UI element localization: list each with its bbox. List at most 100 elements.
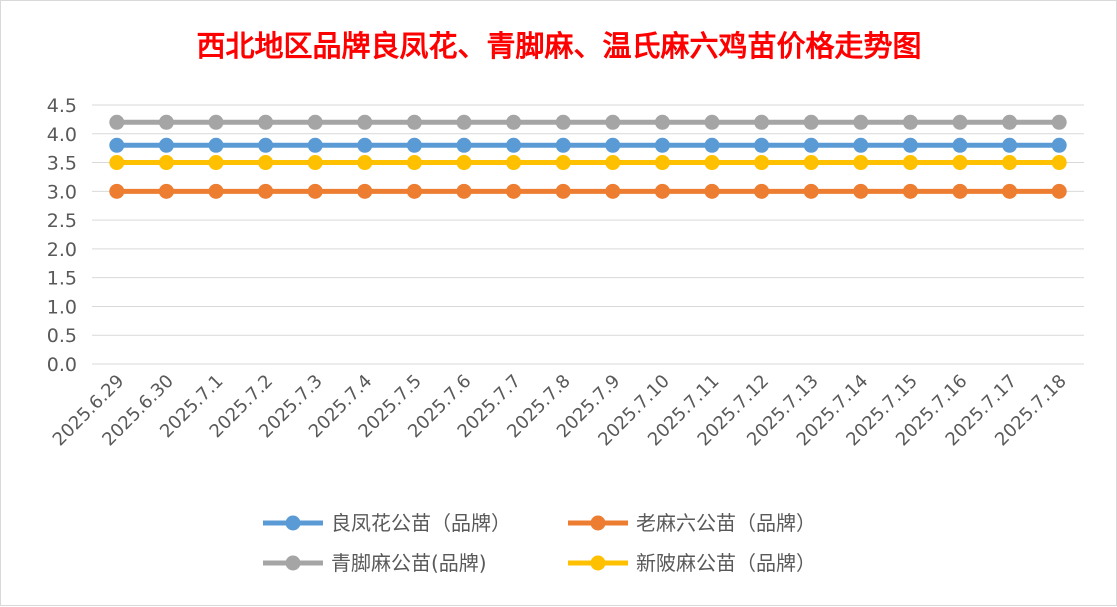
legend-item: 老麻六公苗（品牌） xyxy=(568,511,816,535)
data-point xyxy=(952,155,968,171)
legend-item: 良凤花公苗（品牌） xyxy=(263,511,511,535)
data-point xyxy=(1002,155,1018,171)
legend-swatch-marker xyxy=(285,555,301,571)
data-point xyxy=(654,155,670,171)
data-point xyxy=(158,183,174,199)
data-point xyxy=(952,114,968,130)
data-point xyxy=(654,137,670,153)
data-point xyxy=(456,155,472,171)
data-point xyxy=(754,155,770,171)
data-point xyxy=(506,137,522,153)
data-point xyxy=(307,137,323,153)
data-point xyxy=(1051,114,1067,130)
data-point xyxy=(605,114,621,130)
y-tick-label: 3.0 xyxy=(47,181,77,203)
data-point xyxy=(258,183,274,199)
data-point xyxy=(406,183,422,199)
data-point xyxy=(506,114,522,130)
legend-item: 新陂麻公苗（品牌） xyxy=(568,551,816,575)
y-axis-ticks: 0.0 0.5 1.0 1.5 2.0 2.5 3.0 3.5 4.0 4.5 xyxy=(47,95,77,376)
data-point xyxy=(307,183,323,199)
series-4 xyxy=(109,155,1067,171)
data-point xyxy=(357,114,373,130)
data-point xyxy=(307,155,323,171)
data-point xyxy=(853,114,869,130)
data-point xyxy=(704,183,720,199)
data-point xyxy=(109,114,125,130)
data-point xyxy=(704,155,720,171)
data-point xyxy=(704,137,720,153)
data-point xyxy=(208,155,224,171)
data-point xyxy=(456,114,472,130)
legend-swatch-marker xyxy=(590,515,606,531)
y-tick-label: 4.0 xyxy=(47,124,77,146)
data-point xyxy=(357,155,373,171)
data-point xyxy=(803,114,819,130)
data-point xyxy=(803,137,819,153)
data-point xyxy=(506,155,522,171)
data-point xyxy=(208,183,224,199)
data-point xyxy=(555,137,571,153)
data-point xyxy=(1051,137,1067,153)
data-point xyxy=(109,183,125,199)
data-point xyxy=(208,114,224,130)
data-point xyxy=(158,155,174,171)
y-tick-label: 0.0 xyxy=(47,354,77,376)
data-point xyxy=(555,155,571,171)
data-point xyxy=(605,183,621,199)
data-point xyxy=(208,137,224,153)
data-point xyxy=(406,137,422,153)
data-point xyxy=(654,114,670,130)
data-point xyxy=(158,114,174,130)
data-point xyxy=(456,137,472,153)
data-point xyxy=(754,183,770,199)
legend: 良凤花公苗（品牌） 老麻六公苗（品牌） 青脚麻公苗(品牌) 新陂麻公苗（品牌） xyxy=(263,511,816,575)
data-point xyxy=(109,155,125,171)
data-point xyxy=(406,114,422,130)
data-point xyxy=(754,114,770,130)
data-point xyxy=(158,137,174,153)
data-point xyxy=(1002,114,1018,130)
data-point xyxy=(258,114,274,130)
legend-label: 青脚麻公苗(品牌) xyxy=(331,551,487,575)
y-tick-label: 2.0 xyxy=(47,239,77,261)
y-tick-label: 4.5 xyxy=(47,95,77,117)
data-point xyxy=(258,155,274,171)
data-point xyxy=(952,137,968,153)
data-point xyxy=(456,183,472,199)
data-point xyxy=(902,137,918,153)
legend-swatch-marker xyxy=(590,555,606,571)
legend-label: 新陂麻公苗（品牌） xyxy=(636,551,816,575)
data-point xyxy=(1051,183,1067,199)
data-point xyxy=(902,155,918,171)
series-2 xyxy=(109,183,1067,199)
data-point xyxy=(1002,183,1018,199)
data-point xyxy=(258,137,274,153)
legend-label: 良凤花公苗（品牌） xyxy=(331,511,511,535)
data-point xyxy=(357,137,373,153)
x-axis-ticks: 2025.6.292025.6.302025.7.12025.7.22025.7… xyxy=(49,371,1071,451)
data-point xyxy=(803,155,819,171)
data-point xyxy=(605,137,621,153)
data-point xyxy=(704,114,720,130)
data-point xyxy=(853,183,869,199)
data-point xyxy=(357,183,373,199)
chart-title: 西北地区品牌良凤花、青脚麻、温氏麻六鸡苗价格走势图 xyxy=(196,29,921,63)
data-point xyxy=(902,183,918,199)
data-point xyxy=(853,155,869,171)
series-3 xyxy=(109,114,1067,130)
data-point xyxy=(605,155,621,171)
y-tick-label: 1.0 xyxy=(47,296,77,318)
y-tick-label: 3.5 xyxy=(47,153,77,175)
data-point xyxy=(406,155,422,171)
data-point xyxy=(1002,137,1018,153)
series-1 xyxy=(109,137,1067,153)
data-point xyxy=(853,137,869,153)
data-point xyxy=(506,183,522,199)
y-tick-label: 1.5 xyxy=(47,268,77,290)
data-point xyxy=(109,137,125,153)
data-point xyxy=(803,183,819,199)
y-tick-label: 0.5 xyxy=(47,325,77,347)
series-group xyxy=(109,114,1067,199)
